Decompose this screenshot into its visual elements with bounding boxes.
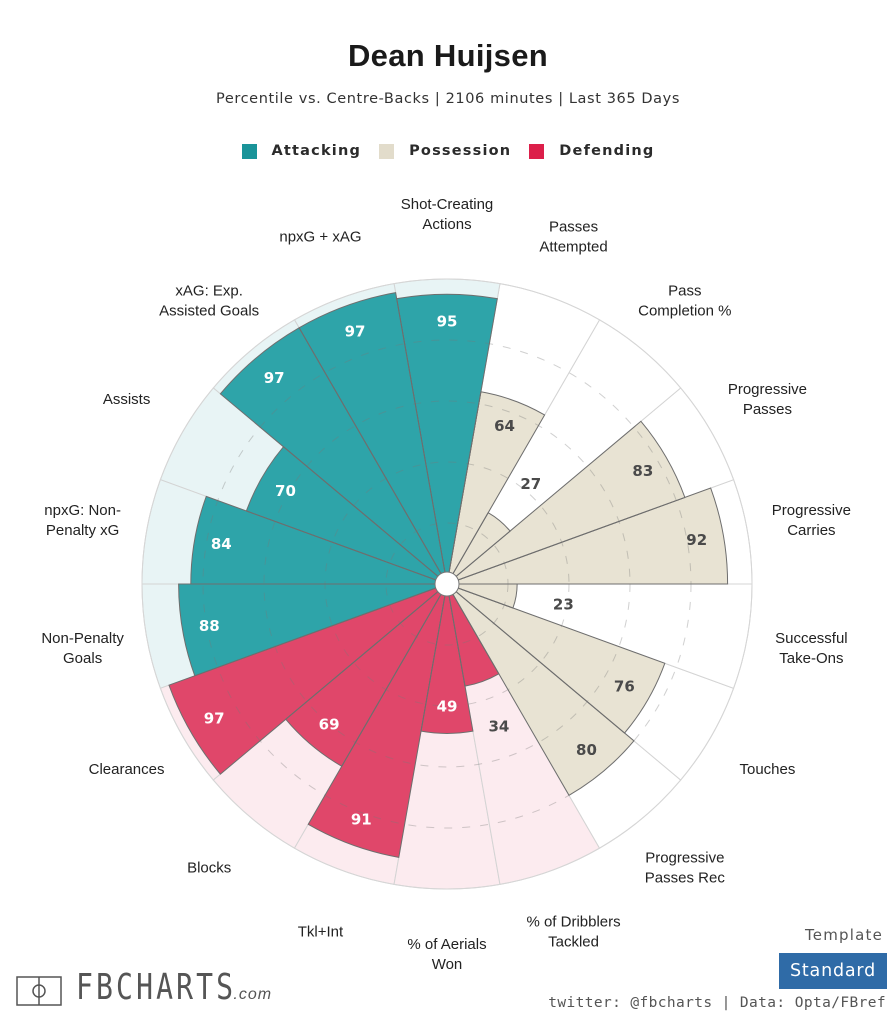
category-label-non-penalty-goals: Non-Penalty Goals [41,630,124,667]
divider-4 [446,391,482,585]
value-label-pass-completion: 27 [520,475,541,493]
category-label-blocks: Blocks [187,859,231,876]
value-label-progressive-passes-rec: 80 [576,741,597,759]
slice-dividers [190,298,686,767]
category-label-pass-completion: Pass Completion % [638,282,731,319]
bar-of-aerials-won [420,583,474,734]
chart-title: Dean Huijsen [348,38,548,73]
divider-14 [446,583,466,687]
template-badge: Standard [779,953,887,989]
chart-subtitle: Percentile vs. Centre-Backs | 2106 minut… [216,91,680,107]
category-label-of-aerials-won: % of Aerials Won [407,936,486,973]
category-label-progressive-passes-rec: Progressive Passes Rec [645,849,726,886]
bar-clearances [168,583,448,775]
bar-xag-exp-assisted-goals [219,327,448,585]
legend-swatch-defending [529,143,545,159]
category-label-shot-creating-actions: Shot-Creating Actions [401,196,494,233]
legend-swatch-attacking [241,143,257,159]
value-label-npxg-xag: 97 [345,322,366,340]
value-label-progressive-carries: 92 [686,531,707,549]
value-label-xag-exp-assisted-goals: 97 [264,369,285,387]
category-labels: Progressive Carries Progressive Passes Pass C… [41,196,851,973]
divider-11 [285,583,448,720]
divider-12 [341,583,448,767]
logo-text: FBCHARTS [76,967,237,1008]
pitch-icon [16,976,62,1006]
legend: Attacking Possession Defending [0,143,896,159]
value-labels: 92 83 27 64 95 97 97 70 84 88 97 69 91 49 34 80 76 23 [199,312,707,828]
value-label-of-aerials-won: 49 [437,697,458,715]
value-label-clearances: 97 [204,709,225,727]
gridline-80 [202,339,692,829]
divider-8 [246,510,448,585]
divider-16 [446,583,625,734]
value-label-successful-take-ons: 23 [553,596,574,614]
category-label-assists: Assists [103,391,151,408]
credits: twitter: @fbcharts | Data: Opta/FBref [548,995,886,1011]
divider-3 [446,512,489,585]
value-label-of-dribblers-tackled: 34 [488,718,509,736]
legend-item-possession: Possession [379,143,511,159]
value-label-blocks: 69 [319,716,340,734]
logo-suffix: .com [233,986,273,1003]
divider-15 [446,583,500,675]
category-label-touches: Touches [739,761,795,778]
legend-label-attacking: Attacking [271,143,362,159]
value-label-progressive-passes: 83 [632,462,653,480]
template-label: Template [804,926,883,944]
divider-1 [446,496,686,585]
divider-2 [446,530,511,585]
category-label-of-dribblers-tackled: % of Dribblers Tackled [526,913,620,950]
category-label-npxg-xag: npxG + xAG [279,228,361,245]
category-label-clearances: Clearances [89,761,165,778]
value-label-assists: 70 [275,482,296,500]
category-label-tkl-int: Tkl+Int [298,923,344,940]
divider-6 [298,327,448,585]
bar-progressive-passes-rec [446,583,635,796]
bar-progressive-carries [446,487,729,585]
legend-item-defending: Defending [529,143,654,159]
center-hole [434,571,460,597]
legend-label-defending: Defending [559,143,655,159]
value-label-touches: 76 [614,677,635,695]
value-label-npxg-non-penalty-xg: 84 [211,535,232,553]
bar-tkl-int [307,583,448,858]
fbcharts-logo: FBCHARTS .com [16,970,272,1006]
value-label-non-penalty-goals: 88 [199,617,220,635]
legend-swatch-possession [379,143,395,159]
category-label-npxg-non-penalty-xg: npxG: Non-Penalty xG [44,501,121,538]
outer-ring [141,278,753,890]
divider-7 [283,446,448,585]
legend-item-attacking: Attacking [241,143,362,159]
legend-label-possession: Possession [409,143,512,159]
category-label-xag-exp-assisted-goals: xAG: Exp. Assisted Goals [159,282,259,319]
divider-5 [396,298,448,585]
value-label-shot-creating-actions: 95 [437,312,458,330]
gridline-60 [263,400,631,768]
category-label-successful-take-ons: Successful Take-Ons [775,630,848,667]
divider-13 [420,583,448,732]
category-label-passes-attempted: Passes Attempted [539,218,607,255]
value-label-passes-attempted: 64 [494,417,515,435]
value-slices [168,292,729,858]
divider-10 [194,583,448,677]
category-label-progressive-carries: Progressive Carries [772,501,851,538]
value-label-tkl-int: 91 [351,810,372,828]
category-label-progressive-passes: Progressive Passes [728,381,807,418]
